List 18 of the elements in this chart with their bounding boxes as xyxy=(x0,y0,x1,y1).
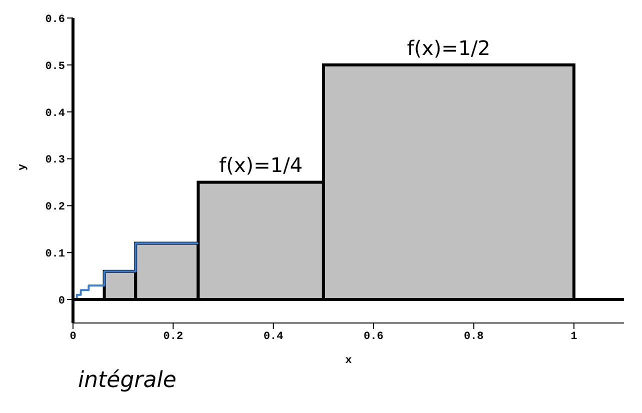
y-tick-label: 0.3 xyxy=(45,154,66,167)
x-tick-label: 0.2 xyxy=(163,330,184,343)
y-tick-label: 0.1 xyxy=(45,248,66,261)
y-tick-label: 0.2 xyxy=(45,202,65,214)
y-tick-label: 0.5 xyxy=(45,60,66,73)
x-axis-title: x xyxy=(345,355,352,367)
x-tick-label: 0.4 xyxy=(263,330,284,343)
y-tick-label: 0.4 xyxy=(45,108,66,120)
annotation: f(x)=1/4 xyxy=(219,153,303,178)
annotation: f(x)=1/2 xyxy=(406,36,490,60)
y-axis-title: y xyxy=(16,164,29,170)
x-tick-label: 0.8 xyxy=(464,330,484,343)
x-tick-label: 1 xyxy=(570,330,578,343)
x-tick-label: 0 xyxy=(70,330,76,343)
text: intégrale xyxy=(78,368,178,393)
y-tick-label: 0.6 xyxy=(45,14,65,26)
x-tick-label: 0.6 xyxy=(364,330,384,343)
y-tick-label: 0 xyxy=(58,295,65,308)
